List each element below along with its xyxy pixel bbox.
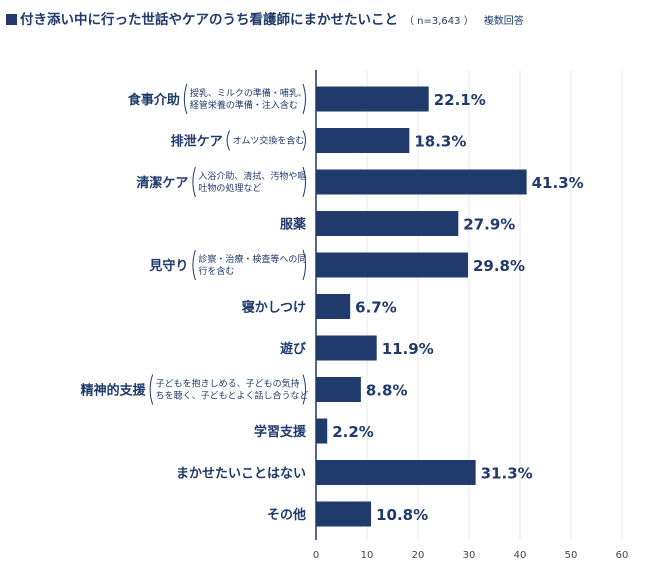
category-note: 診察・治療・検査等への同 <box>198 253 306 265</box>
title-text: 付き添い中に行った世話やケアのうち看護師にまかせたいこと <box>20 12 398 28</box>
note-bracket-right <box>302 374 306 405</box>
note-bracket-left <box>226 130 231 151</box>
x-tick-label: 10 <box>361 550 374 561</box>
data-label: 31.3% <box>481 465 533 483</box>
category-note: 経管栄養の準備・注入含む <box>190 99 298 111</box>
bar <box>316 294 351 319</box>
category-note: 入浴介助、清拭、汚物や嘔 <box>198 170 306 182</box>
chart-title: 付き添い中に行った世話やケアのうち看護師にまかせたいこと （ n=3,643 ） 複… <box>6 8 646 38</box>
category-note: ちを聴く、子どもとよく話し合うなど <box>156 390 309 402</box>
category-label: 精神的支援 <box>81 383 147 399</box>
data-label: 41.3% <box>532 174 584 192</box>
axis: 0 10 20 30 40 50 60 <box>313 70 629 561</box>
data-label: 29.8% <box>473 257 525 275</box>
x-tick-label: 50 <box>565 550 578 561</box>
data-label: 22.1% <box>434 91 486 109</box>
note-bracket-right <box>302 249 306 281</box>
category-note: 行を含む <box>198 265 234 277</box>
data-label: 18.3% <box>414 133 466 151</box>
category-label: 見守り <box>148 258 188 274</box>
category-label: 清潔ケア <box>136 175 188 191</box>
category-label: 遊び <box>280 341 307 357</box>
note-bracket-right <box>302 83 306 115</box>
x-tick-label: 30 <box>463 550 476 561</box>
category-note: 吐物の処理など <box>198 182 261 194</box>
bar <box>316 377 361 402</box>
x-tick-label: 60 <box>616 550 629 561</box>
category-label: 排泄ケア <box>171 134 223 150</box>
data-label: 11.9% <box>382 340 434 358</box>
note-bracket-left <box>192 166 196 198</box>
title-square-icon <box>6 14 17 25</box>
bar <box>316 252 468 278</box>
bars: 22.1% 18.3% 41.3% 27.9% 29.8% 6.7% 11.9% 8.8% 2.… <box>316 86 584 527</box>
x-tick-label: 0 <box>313 550 319 561</box>
note-bracket-left <box>192 249 196 281</box>
sample-size: （ n=3,643 ） <box>404 16 474 27</box>
category-label: 学習支援 <box>254 424 307 440</box>
response-type: 複数回答 <box>483 16 524 27</box>
category-label: 寝かしつけ <box>242 300 306 316</box>
data-label: 10.8% <box>376 506 428 524</box>
note-bracket-right <box>302 166 306 198</box>
bar <box>316 128 410 153</box>
data-label: 6.7% <box>355 299 397 317</box>
bar <box>316 460 476 485</box>
category-label: まかせたいことはない <box>176 467 306 482</box>
category-note: 授乳、ミルクの準備・哺乳、 <box>190 87 307 99</box>
note-bracket-right <box>302 130 306 151</box>
x-tick-label: 40 <box>514 550 527 561</box>
bar <box>316 335 377 361</box>
data-label: 8.8% <box>366 382 408 400</box>
bar <box>316 211 459 236</box>
category-label: 食事介助 <box>128 92 180 108</box>
category-note: オムツ交換を含む <box>233 135 305 147</box>
data-label: 27.9% <box>463 216 515 234</box>
bar <box>316 86 429 112</box>
data-label: 2.2% <box>332 423 374 441</box>
bar <box>316 418 328 444</box>
x-tick-label: 20 <box>412 550 425 561</box>
bar <box>316 501 372 527</box>
category-note: 子どもを抱きしめる、子どもの気持 <box>156 378 300 390</box>
bar <box>316 169 527 195</box>
note-bracket-left <box>149 374 154 405</box>
category-label: 服薬 <box>280 217 307 233</box>
category-label: その他 <box>267 507 306 523</box>
note-bracket-left <box>183 83 188 115</box>
